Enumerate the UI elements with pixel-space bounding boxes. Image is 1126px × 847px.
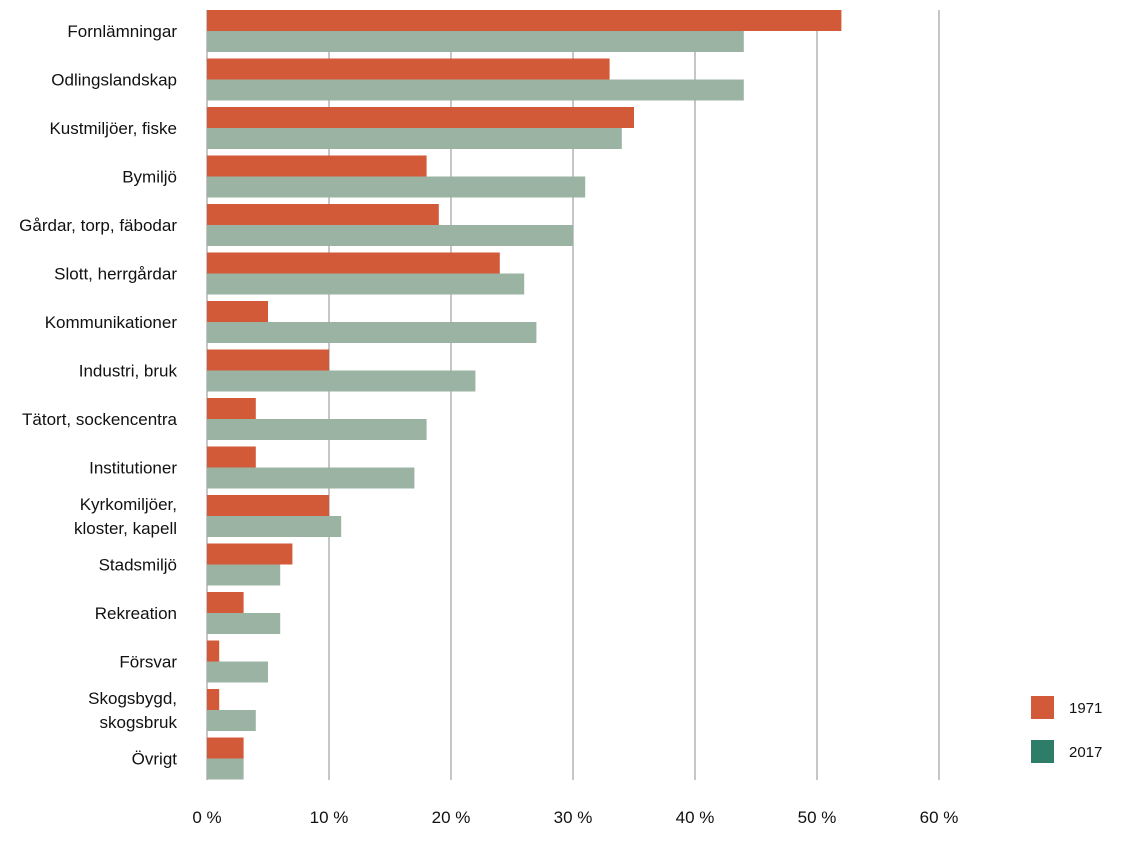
category-label: Rekreation bbox=[95, 604, 177, 623]
bar-1971 bbox=[207, 446, 256, 468]
bar-1971 bbox=[207, 689, 220, 710]
x-tick-label: 30 % bbox=[554, 808, 593, 827]
category-label: Bymiljö bbox=[122, 168, 177, 187]
bar-2017 bbox=[207, 467, 415, 489]
category-label: Stadsmiljö bbox=[99, 556, 177, 575]
bar-1971 bbox=[207, 10, 842, 31]
bar-1971 bbox=[207, 349, 329, 371]
bar-2017 bbox=[207, 564, 281, 586]
legend: 1971 2017 bbox=[1031, 696, 1102, 763]
category-label: Slott, herrgårdar bbox=[54, 265, 177, 284]
bar-1971 bbox=[207, 640, 220, 662]
bar-2017 bbox=[207, 419, 427, 440]
x-tick-label: 50 % bbox=[798, 808, 837, 827]
bar-1971 bbox=[207, 543, 293, 565]
bar-1971 bbox=[207, 155, 427, 177]
bar-1971 bbox=[207, 58, 610, 80]
bar-2017 bbox=[207, 516, 342, 537]
bar-1971 bbox=[207, 592, 244, 613]
bar-2017 bbox=[207, 128, 622, 149]
category-label: Odlingslandskap bbox=[51, 71, 177, 90]
bar-2017 bbox=[207, 273, 525, 295]
bar-2017 bbox=[207, 225, 573, 246]
x-tick-label: 40 % bbox=[676, 808, 715, 827]
category-label: Kommunikationer bbox=[45, 313, 178, 332]
bar-1971 bbox=[207, 737, 244, 759]
bar-2017 bbox=[207, 370, 476, 392]
legend-swatch bbox=[1031, 740, 1054, 763]
x-tick-label: 0 % bbox=[192, 808, 221, 827]
category-label: Kyrkomiljöer, bbox=[80, 495, 177, 514]
bar-1971 bbox=[207, 107, 634, 128]
category-label: Institutioner bbox=[89, 459, 177, 478]
category-label: Övrigt bbox=[132, 750, 178, 769]
bar-2017 bbox=[207, 710, 256, 731]
category-label: Fornlämningar bbox=[67, 22, 177, 41]
category-label: Industri, bruk bbox=[79, 362, 178, 381]
bar-2017 bbox=[207, 322, 537, 343]
category-label: Gårdar, torp, fäbodar bbox=[19, 216, 177, 235]
category-label: Kustmiljöer, fiske bbox=[49, 119, 177, 138]
x-tick-label: 20 % bbox=[432, 808, 471, 827]
bar-2017 bbox=[207, 613, 281, 634]
bar-2017 bbox=[207, 661, 268, 683]
bar-1971 bbox=[207, 204, 439, 225]
bar-1971 bbox=[207, 301, 268, 322]
category-label: kloster, kapell bbox=[74, 519, 177, 538]
bar-2017 bbox=[207, 176, 586, 198]
bar-2017 bbox=[207, 31, 744, 52]
x-tick-label: 10 % bbox=[310, 808, 349, 827]
category-label: Skogsbygd, bbox=[88, 689, 177, 708]
bar-2017 bbox=[207, 758, 244, 780]
legend-label: 2017 bbox=[1069, 744, 1102, 761]
bar-1971 bbox=[207, 252, 500, 274]
x-tick-label: 60 % bbox=[920, 808, 959, 827]
legend-swatch bbox=[1031, 696, 1054, 719]
bar-1971 bbox=[207, 398, 256, 419]
bar-1971 bbox=[207, 495, 329, 516]
category-label: skogsbruk bbox=[100, 713, 178, 732]
legend-label: 1971 bbox=[1069, 700, 1102, 717]
bar-2017 bbox=[207, 79, 744, 101]
category-label: Försvar bbox=[119, 653, 177, 672]
category-label: Tätort, sockencentra bbox=[22, 410, 178, 429]
